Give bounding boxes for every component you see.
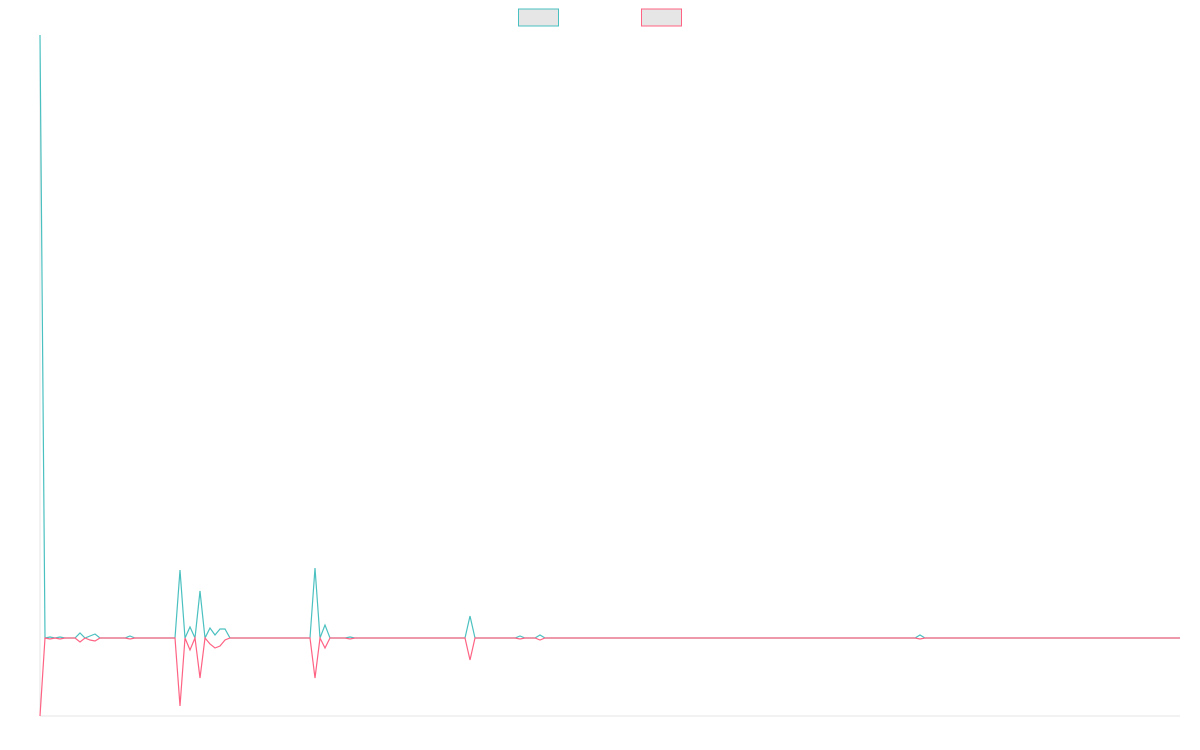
series-line <box>39 34 1180 641</box>
legend-swatch <box>641 8 682 27</box>
legend-swatch <box>518 8 559 27</box>
series-line <box>39 635 1180 717</box>
